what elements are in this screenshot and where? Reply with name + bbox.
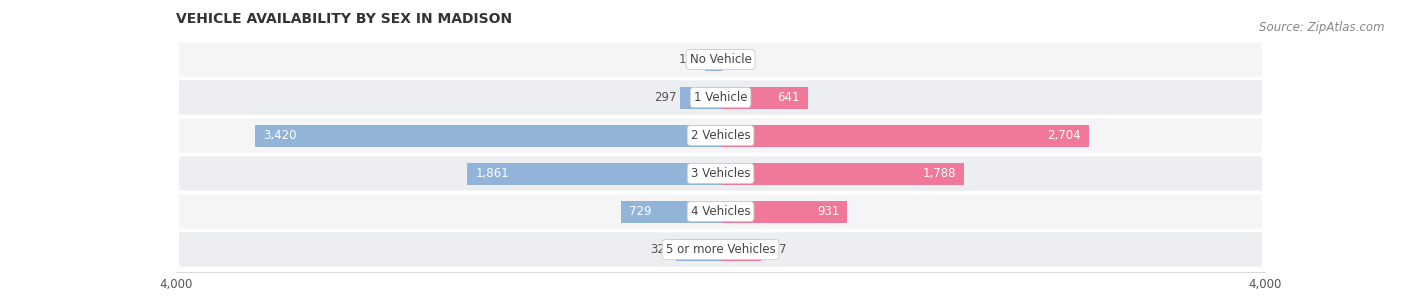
- FancyBboxPatch shape: [176, 0, 1265, 306]
- Text: 4 Vehicles: 4 Vehicles: [690, 205, 751, 218]
- Text: 297: 297: [654, 91, 676, 104]
- Bar: [621, 200, 721, 222]
- FancyBboxPatch shape: [176, 0, 1265, 306]
- Bar: [721, 125, 1088, 147]
- Text: 1 Vehicle: 1 Vehicle: [693, 91, 748, 104]
- Bar: [721, 162, 965, 185]
- Text: 116: 116: [679, 53, 702, 66]
- Text: 2,704: 2,704: [1047, 129, 1081, 142]
- Text: 5 or more Vehicles: 5 or more Vehicles: [665, 243, 776, 256]
- Text: VEHICLE AVAILABILITY BY SEX IN MADISON: VEHICLE AVAILABILITY BY SEX IN MADISON: [176, 12, 512, 26]
- Text: 7: 7: [725, 53, 733, 66]
- Text: 3 Vehicles: 3 Vehicles: [690, 167, 751, 180]
- Text: 2 Vehicles: 2 Vehicles: [690, 129, 751, 142]
- Bar: [467, 162, 721, 185]
- Bar: [721, 87, 808, 109]
- Text: 1,788: 1,788: [922, 167, 956, 180]
- Text: No Vehicle: No Vehicle: [689, 53, 752, 66]
- FancyBboxPatch shape: [176, 0, 1265, 306]
- Text: 325: 325: [651, 243, 673, 256]
- Text: Source: ZipAtlas.com: Source: ZipAtlas.com: [1260, 21, 1385, 34]
- Text: 641: 641: [778, 91, 800, 104]
- Bar: [721, 200, 848, 222]
- FancyBboxPatch shape: [176, 0, 1265, 306]
- Text: 297: 297: [765, 243, 787, 256]
- Text: 931: 931: [817, 205, 839, 218]
- Text: 1,861: 1,861: [475, 167, 509, 180]
- Bar: [676, 238, 721, 260]
- Bar: [681, 87, 721, 109]
- FancyBboxPatch shape: [176, 0, 1265, 306]
- Bar: [721, 238, 761, 260]
- Text: 3,420: 3,420: [263, 129, 297, 142]
- Text: 729: 729: [630, 205, 652, 218]
- FancyBboxPatch shape: [176, 0, 1265, 306]
- Bar: [254, 125, 721, 147]
- Bar: [704, 48, 721, 71]
